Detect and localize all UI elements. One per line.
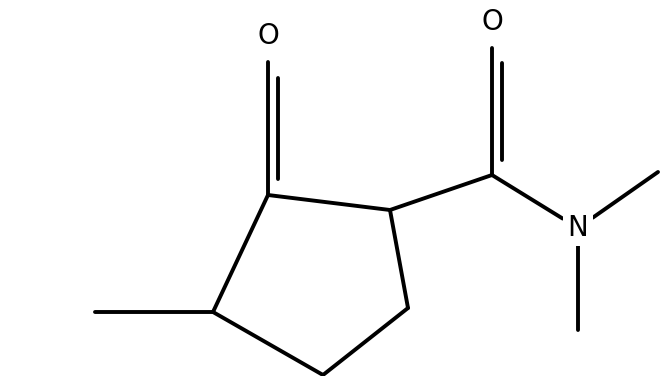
- Text: N: N: [568, 214, 588, 242]
- Text: O: O: [481, 8, 503, 36]
- Text: O: O: [257, 22, 279, 50]
